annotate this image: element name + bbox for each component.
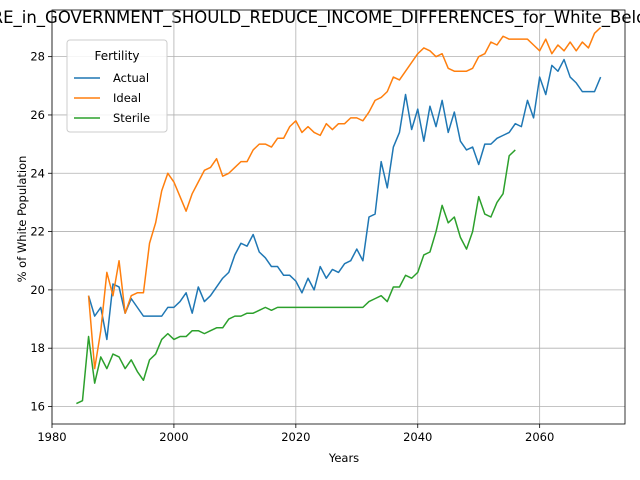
x-tick-label: 2000 xyxy=(159,430,188,444)
legend-box xyxy=(66,39,168,133)
series-line-ideal xyxy=(87,26,602,370)
axes-frame xyxy=(51,9,626,425)
x-tick-label: 2020 xyxy=(281,430,310,444)
legend-title: Fertility xyxy=(94,49,139,63)
legend: Fertility Actual Ideal Sterile xyxy=(66,39,168,133)
y-tick-label: 20 xyxy=(30,283,45,297)
y-tick-label: 16 xyxy=(30,400,45,414)
x-axis-ticks: 1980 2000 2020 2040 2060 xyxy=(37,424,554,444)
plot-area: 1980 2000 2020 2040 2060 16 18 20 22 24 26 28 xyxy=(30,9,626,444)
series-lines xyxy=(76,26,602,405)
y-tick-label: 18 xyxy=(30,341,45,355)
x-axis-label: Years xyxy=(328,451,359,465)
series-line-actual xyxy=(87,58,602,341)
y-tick-label: 26 xyxy=(30,108,45,122)
x-tick-label: 2040 xyxy=(403,430,432,444)
y-tick-label: 24 xyxy=(30,166,45,180)
grid xyxy=(51,10,625,424)
y-axis-ticks: 16 18 20 22 24 26 28 xyxy=(30,50,52,414)
y-tick-label: 22 xyxy=(30,225,45,239)
y-tick-label: 28 xyxy=(30,50,45,64)
legend-label-actual: Actual xyxy=(113,71,149,85)
x-tick-label: 1980 xyxy=(37,430,66,444)
x-tick-label: 2060 xyxy=(525,430,554,444)
y-axis-label: % of White Population xyxy=(15,156,29,283)
legend-label-ideal: Ideal xyxy=(113,91,141,105)
chart-title: ARE_in_GOVERNMENT_SHOULD_REDUCE_INCOME_D… xyxy=(0,8,640,28)
legend-label-sterile: Sterile xyxy=(113,111,150,125)
series-line-sterile xyxy=(76,149,516,405)
